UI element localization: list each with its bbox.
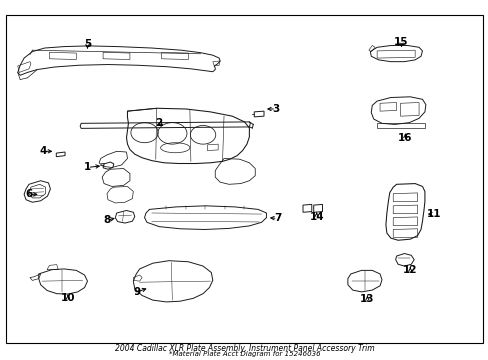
Text: 14: 14 <box>309 212 324 221</box>
Text: 6: 6 <box>25 189 33 199</box>
Text: 3: 3 <box>272 104 279 114</box>
Text: 7: 7 <box>273 213 281 223</box>
Text: 2004 Cadillac XLR Plate Assembly, Instrument Panel Accessory Trim: 2004 Cadillac XLR Plate Assembly, Instru… <box>115 344 373 353</box>
Text: 13: 13 <box>359 294 374 304</box>
Text: 5: 5 <box>84 40 91 49</box>
Text: 1: 1 <box>84 162 91 172</box>
Text: 16: 16 <box>397 133 412 143</box>
Text: 9: 9 <box>133 287 141 297</box>
Text: *Material Plate Acct Diagram for 15246036: *Material Plate Acct Diagram for 1524603… <box>168 351 320 357</box>
Text: 12: 12 <box>402 265 417 275</box>
Text: 15: 15 <box>393 37 408 47</box>
Text: 10: 10 <box>61 293 75 303</box>
Text: 2: 2 <box>155 118 163 128</box>
Text: 4: 4 <box>40 146 47 156</box>
Text: 8: 8 <box>103 215 110 225</box>
Text: 11: 11 <box>426 209 440 219</box>
